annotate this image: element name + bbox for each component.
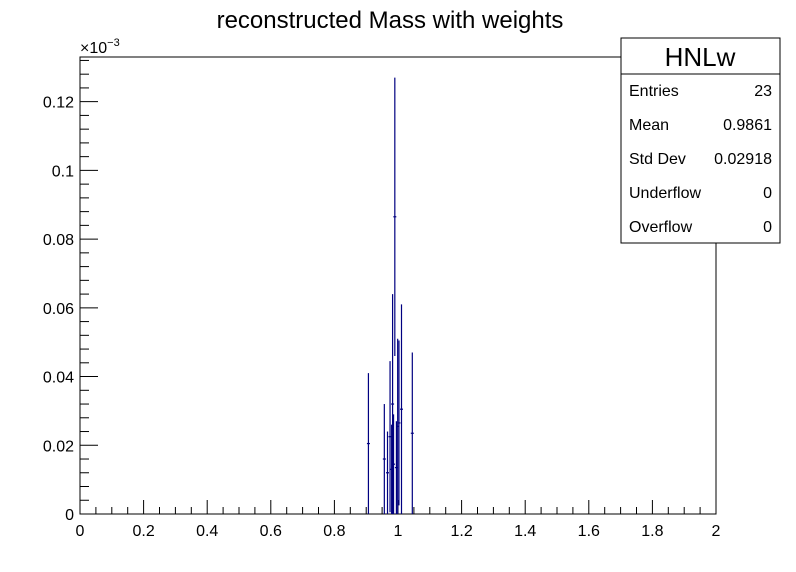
y-tick-label: 0.06 [43,301,74,318]
x-tick-label: 0.2 [132,523,154,540]
x-axis: 0 0.2 0.4 0.6 0.8 1 1.2 1.4 1.6 1.8 2 [76,500,721,540]
y-tick-label: 0 [65,507,74,524]
stats-rows: Entries 23 Mean 0.9861 Std Dev 0.02918 Underfl… [629,83,772,236]
stats-row-value: 0 [763,219,772,236]
x-tick-label: 0 [76,523,85,540]
stats-row-value: 0.9861 [723,117,772,134]
x-tick-label: 1.6 [578,523,600,540]
stats-row-value: 0 [763,185,772,202]
y-tick-label: 0.02 [43,438,74,455]
y-axis: 0 0.02 0.04 0.06 0.08 0.1 0.12 [43,59,98,524]
y-tick-label: 0.08 [43,232,74,249]
x-tick-label: 1 [394,523,403,540]
y-tick-label: 0.1 [52,163,74,180]
x-tick-label: 1.2 [450,523,472,540]
x-tick-label: 0.8 [323,523,345,540]
stats-row-label: Entries [629,83,679,100]
x-tick-label: 0.4 [196,523,218,540]
stats-box-frame [620,37,781,244]
data-points [366,77,414,514]
stats-box: HNLw Entries 23 Mean 0.9861 Std Dev 0.02918 Un… [620,37,781,244]
x-tick-label: 0.6 [260,523,282,540]
x-tick-label: 1.4 [514,523,536,540]
stats-row-value: 23 [754,83,772,100]
chart-title: reconstructed Mass with weights [217,7,564,34]
stats-box-name: HNLw [665,42,736,72]
stats-row-label: Std Dev [629,151,686,168]
x-tick-label: 2 [712,523,721,540]
stats-row-label: Underflow [629,185,701,202]
stats-row-label: Mean [629,117,669,134]
stats-row-value: 0.02918 [714,151,772,168]
y-tick-label: 0.04 [43,370,74,387]
y-axis-multiplier: ×10−3 [80,37,120,57]
stats-row-label: Overflow [629,219,693,236]
y-tick-label: 0.12 [43,95,74,112]
x-tick-label: 1.8 [641,523,663,540]
